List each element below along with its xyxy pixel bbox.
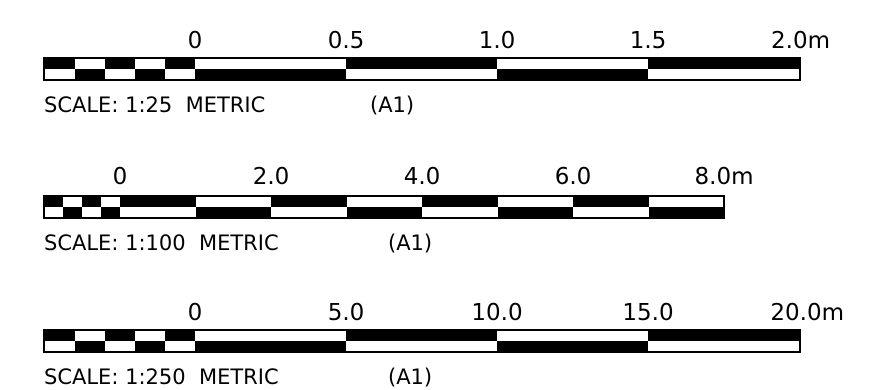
tick-label-1: 0.5 <box>328 28 365 54</box>
tick-label-3: 6.0 <box>555 164 592 190</box>
scale-bar-group-1-250: 0 5.0 10.0 15.0 20.0m SCALE: 1:250 METRI… <box>43 300 844 389</box>
sheet-size-label: (A1) <box>388 231 432 255</box>
tick-label-2: 1.0 <box>479 28 516 54</box>
scale-caption: SCALE: 1:250 METRIC <box>44 365 279 389</box>
scale-bar-group-1-100: 0 2.0 4.0 6.0 8.0m SCALE: 1:100 METRIC (… <box>43 164 754 255</box>
tick-label-1: 5.0 <box>328 300 365 326</box>
tick-label-2: 4.0 <box>404 164 441 190</box>
tick-label-4: 20.0m <box>770 300 844 326</box>
tick-label-4: 8.0m <box>695 164 754 190</box>
sheet-size-label: (A1) <box>388 365 432 389</box>
scale-caption: SCALE: 1:25 METRIC <box>44 93 265 117</box>
sheet-size-label: (A1) <box>370 93 414 117</box>
tick-label-4: 2.0m <box>771 28 830 54</box>
scale-caption: SCALE: 1:100 METRIC <box>44 231 279 255</box>
tick-label-0: 0 <box>188 300 203 326</box>
scale-bar-1-25 <box>43 57 801 81</box>
tick-label-2: 10.0 <box>471 300 522 326</box>
scale-bar-1-100 <box>43 195 725 219</box>
tick-label-0: 0 <box>113 164 128 190</box>
scale-bar-group-1-25: 0 0.5 1.0 1.5 2.0m SCALE: 1:25 METRIC (A… <box>43 28 830 117</box>
tick-label-3: 1.5 <box>630 28 667 54</box>
tick-label-3: 15.0 <box>622 300 673 326</box>
tick-label-0: 0 <box>188 28 203 54</box>
tick-label-1: 2.0 <box>253 164 290 190</box>
scale-bar-1-250 <box>43 329 801 353</box>
